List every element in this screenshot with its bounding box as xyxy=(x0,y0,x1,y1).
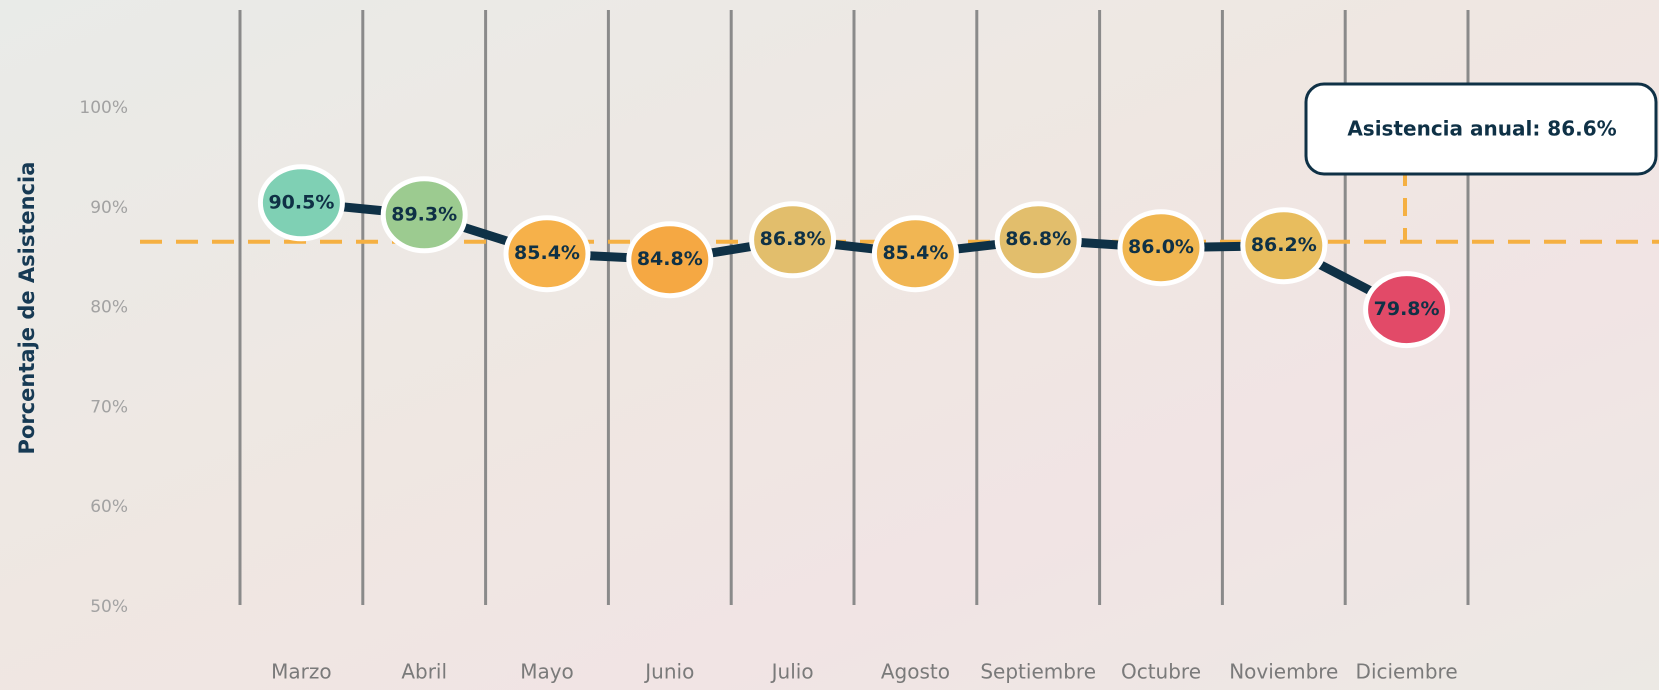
x-tick-label: Abril xyxy=(401,660,447,684)
y-axis-label: Porcentaje de Asistencia xyxy=(15,162,39,455)
point xyxy=(1117,209,1205,287)
value-label: 86.0% xyxy=(1128,236,1194,258)
annotation-text: Asistencia anual: 86.6% xyxy=(1347,117,1616,141)
x-tick-label: Noviembre xyxy=(1229,660,1338,684)
y-tick-label: 90% xyxy=(90,198,128,218)
point xyxy=(626,221,714,299)
value-label: 89.3% xyxy=(391,203,457,225)
value-label: 85.4% xyxy=(882,242,948,264)
point xyxy=(749,201,837,279)
value-label: 79.8% xyxy=(1374,298,1440,320)
x-tick-label: Mayo xyxy=(520,660,574,684)
value-label: 86.8% xyxy=(760,228,826,250)
y-tick-label: 60% xyxy=(90,497,128,517)
point xyxy=(1240,207,1328,285)
value-label: 84.8% xyxy=(637,248,703,270)
y-tick-label: 100% xyxy=(79,98,128,118)
value-label: 90.5% xyxy=(268,191,334,213)
y-tick-label: 70% xyxy=(90,397,128,417)
line xyxy=(300,198,1409,314)
x-tick-label: Agosto xyxy=(881,660,950,684)
x-tick-label: Septiembre xyxy=(980,660,1096,684)
value-label: 85.4% xyxy=(514,242,580,264)
point xyxy=(1363,271,1451,349)
x-tick-label: Marzo xyxy=(271,660,331,684)
x-tick-label: Junio xyxy=(643,660,694,684)
annotation-box xyxy=(1304,82,1658,176)
point xyxy=(994,201,1082,279)
point xyxy=(871,215,959,293)
value-label: 86.2% xyxy=(1251,234,1317,256)
x-tick-label: Julio xyxy=(770,660,814,684)
y-tick-label: 80% xyxy=(90,298,128,318)
value-label: 86.8% xyxy=(1005,228,1071,250)
x-tick-label: Diciembre xyxy=(1356,660,1458,684)
point xyxy=(503,215,591,293)
point xyxy=(257,164,345,242)
y-tick-label: 50% xyxy=(90,597,128,617)
x-tick-label: Octubre xyxy=(1121,660,1201,684)
point xyxy=(380,176,468,254)
